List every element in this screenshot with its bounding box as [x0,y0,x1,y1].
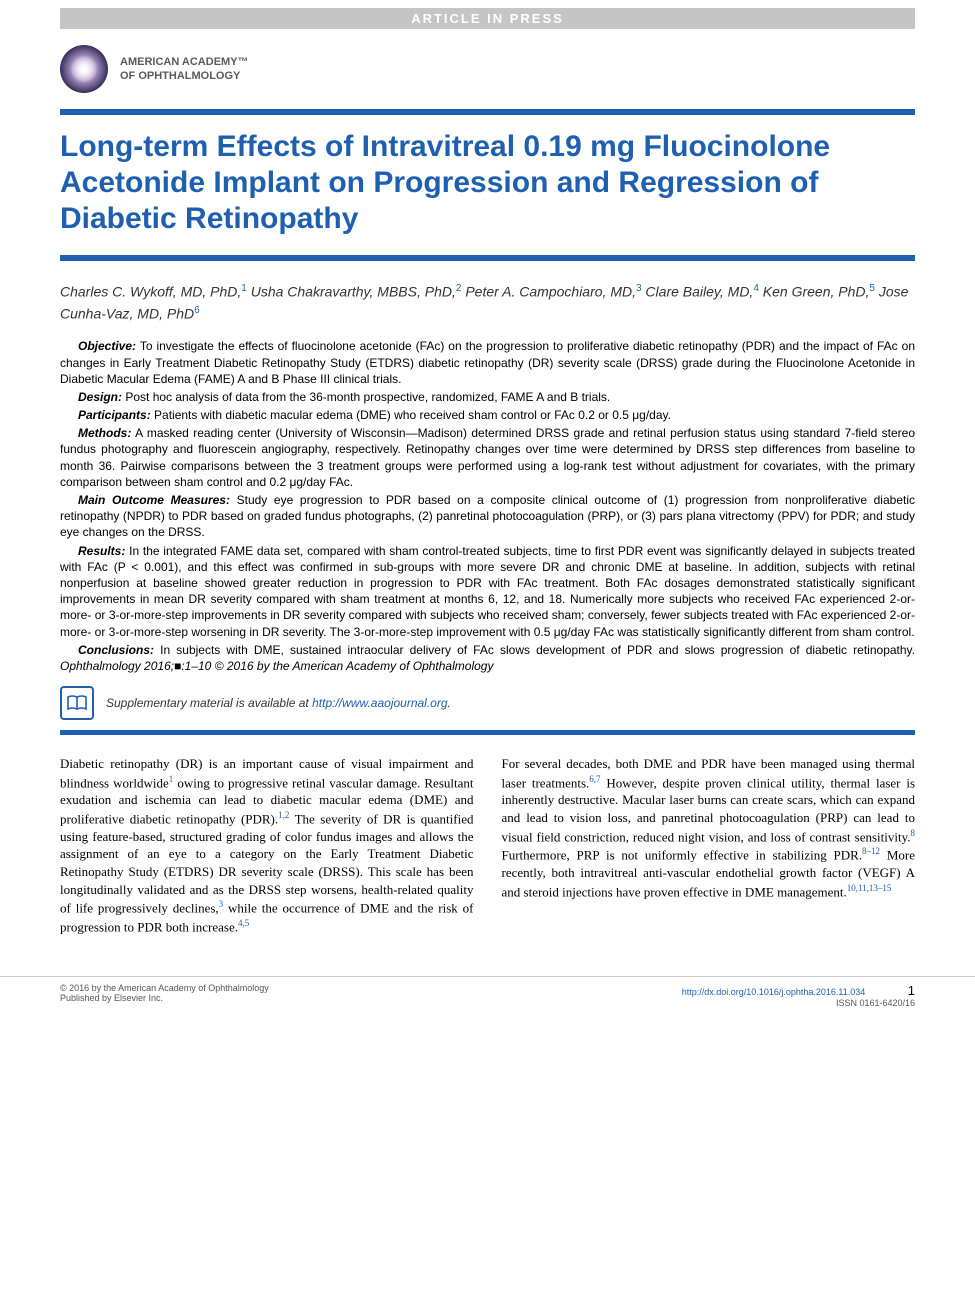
supp-period: . [448,696,451,710]
page-number: 1 [908,983,915,998]
issn-line: ISSN 0161-6420/16 [682,998,915,1008]
body-column-right: For several decades, both DME and PDR ha… [502,755,916,936]
book-icon [60,686,94,720]
objective-text: To investigate the effects of fluocinolo… [60,339,915,385]
conclusions-text: In subjects with DME, sustained intraocu… [160,643,915,657]
body-text: Diabetic retinopathy (DR) is an importan… [0,755,975,976]
author-list: Charles C. Wykoff, MD, PhD,1 Usha Chakra… [0,261,975,338]
participants-label: Participants: [78,408,151,422]
supplementary-row: Supplementary material is available at h… [0,676,975,726]
design-label: Design: [78,390,122,404]
publisher-header: AMERICAN ACADEMY™ OF OPHTHALMOLOGY [0,29,975,101]
abstract-objective: Objective: To investigate the effects of… [60,338,915,387]
article-title: Long-term Effects of Intravitreal 0.19 m… [60,129,915,237]
results-label: Results: [78,544,125,558]
abstract-block: Objective: To investigate the effects of… [0,338,975,674]
doi-link[interactable]: http://dx.doi.org/10.1016/j.ophtha.2016.… [682,987,865,997]
page-footer: © 2016 by the American Academy of Ophtha… [0,976,975,1028]
body-column-left: Diabetic retinopathy (DR) is an importan… [60,755,474,936]
supp-prefix: Supplementary material is available at [106,696,312,710]
abstract-conclusions: Conclusions: In subjects with DME, susta… [60,642,915,674]
abstract-participants: Participants: Patients with diabetic mac… [60,407,915,423]
objective-label: Objective: [78,339,136,353]
abstract-outcomes: Main Outcome Measures: Study eye progres… [60,492,915,541]
footer-left: © 2016 by the American Academy of Ophtha… [60,983,269,1008]
results-text: In the integrated FAME data set, compare… [60,544,915,639]
title-rule-top [60,109,915,115]
abstract-methods: Methods: A masked reading center (Univer… [60,425,915,490]
design-text: Post hoc analysis of data from the 36-mo… [125,390,610,404]
methods-text: A masked reading center (University of W… [60,426,915,489]
academy-name: AMERICAN ACADEMY™ OF OPHTHALMOLOGY [120,55,249,84]
methods-label: Methods: [78,426,131,440]
academy-logo-icon [60,45,108,93]
abstract-design: Design: Post hoc analysis of data from t… [60,389,915,405]
abstract-results: Results: In the integrated FAME data set… [60,543,915,640]
journal-citation: Ophthalmology 2016;■:1–10 © 2016 by the … [60,659,493,673]
academy-line1: AMERICAN ACADEMY™ [120,55,249,69]
copyright-line: © 2016 by the American Academy of Ophtha… [60,983,269,993]
publisher-line: Published by Elsevier Inc. [60,993,269,1003]
supplementary-text: Supplementary material is available at h… [106,696,451,710]
academy-line2: OF OPHTHALMOLOGY [120,69,249,83]
outcomes-label: Main Outcome Measures: [78,493,230,507]
title-block: Long-term Effects of Intravitreal 0.19 m… [0,101,975,261]
participants-text: Patients with diabetic macular edema (DM… [154,408,671,422]
article-in-press-banner: ARTICLE IN PRESS [60,8,915,29]
conclusions-label: Conclusions: [78,643,154,657]
section-divider [60,730,915,735]
footer-right: http://dx.doi.org/10.1016/j.ophtha.2016.… [682,983,915,1008]
supplementary-link[interactable]: http://www.aaojournal.org [312,696,447,710]
